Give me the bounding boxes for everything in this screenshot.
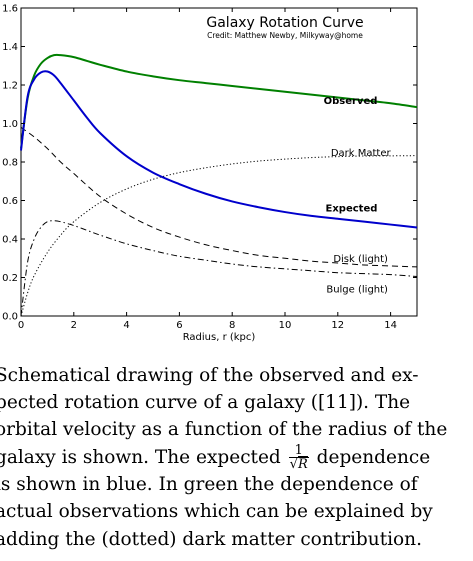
y-axis-ticks: 0.0 0.2 0.4 0.6 0.8 1.0 1.2 1.4 1.6 (2, 4, 417, 323)
formula-radicand: R (297, 456, 308, 473)
series-line-expected (20, 70, 418, 229)
x-tick-label: 12 (331, 320, 344, 331)
caption-text: dependence (316, 446, 431, 468)
y-tick-label: 0.0 (2, 312, 18, 323)
plot-frame (20, 7, 418, 317)
y-tick-label: 0.4 (2, 235, 18, 246)
caption-line: is shown in blue. In green the dependenc… (0, 474, 418, 496)
x-tick-label: 10 (279, 320, 292, 331)
x-tick-label: 6 (176, 320, 182, 331)
x-tick-label: 14 (384, 320, 397, 331)
figure-caption: Schematical drawing of the observed and … (0, 362, 473, 561)
series-annotation-label: Expected (326, 204, 378, 215)
rotation-curve-chart: 0.00.20.40.60.81.01.21.41.6 0 2 4 6 8 10 12 14 … (2, 4, 418, 343)
x-axis-ticks: 0 2 4 6 8 10 12 14 (18, 8, 397, 331)
x-axis-label: Radius, r (kpc) (183, 332, 256, 343)
series-annotations: Observed Dark Matter Expected Disk (light) B… (324, 96, 392, 296)
series-annotation-label: Dark Matter (331, 148, 392, 159)
caption-text: galaxy is shown. The expected (0, 446, 281, 468)
y-tick-label: 1.0 (2, 119, 18, 130)
caption-line: actual observations which can be explain… (0, 501, 433, 523)
formula-denominator: √R (289, 456, 308, 473)
caption-line-with-formula: galaxy is shown. The expected 1 √R depend… (0, 444, 473, 473)
series-annotation-label: Disk (light) (333, 254, 388, 265)
x-tick-label: 2 (71, 320, 77, 331)
caption-line: adding the (dotted) dark matter contribu… (0, 528, 422, 550)
y-tick-label: 0.8 (2, 158, 18, 169)
inverse-sqrt-r-formula: 1 √R (288, 444, 309, 473)
series-line-observed (20, 53, 418, 149)
y-tick-label: 0.2 (2, 273, 18, 284)
series-line-disk-light (20, 126, 418, 268)
x-tick-label: 4 (123, 320, 129, 331)
series-line-bulge-light (20, 220, 418, 317)
x-tick-label: 0 (18, 320, 24, 331)
x-tick-label: 8 (229, 320, 235, 331)
caption-line: orbital velocity as a function of the ra… (0, 419, 448, 441)
y-tick-label: 1.2 (2, 81, 18, 92)
y-tick-label: 1.6 (2, 4, 18, 15)
caption-line: Schematical drawing of the observed and … (0, 365, 419, 386)
y-tick-label: 1.4 (2, 42, 18, 53)
y-tick-label: 0.6 (2, 196, 18, 207)
caption-line: pected rotation curve of a galaxy ([11])… (0, 392, 411, 414)
chart-title: Galaxy Rotation Curve (206, 15, 363, 31)
formula-numerator: 1 (288, 444, 309, 459)
series-annotation-label: Observed (324, 96, 378, 107)
series-lines (20, 53, 418, 317)
chart-credit: Credit: Matthew Newby, Milkyway@home (207, 31, 363, 40)
series-annotation-label: Bulge (light) (326, 285, 388, 296)
